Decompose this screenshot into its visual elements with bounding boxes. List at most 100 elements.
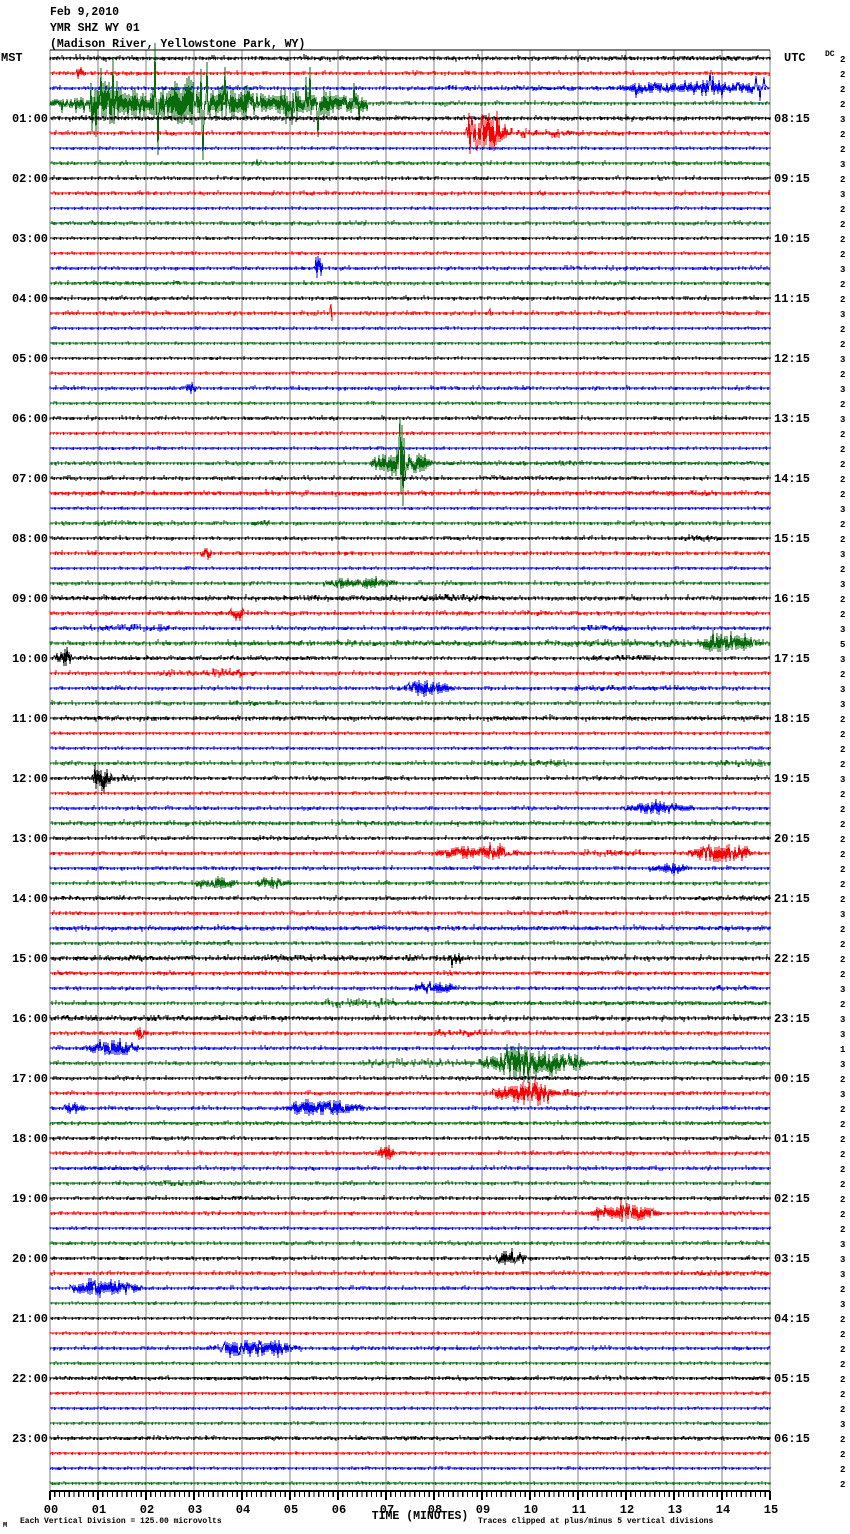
- svg-text:2: 2: [840, 475, 845, 485]
- svg-text:2: 2: [840, 745, 845, 755]
- svg-text:TIME (MINUTES): TIME (MINUTES): [372, 1510, 469, 1523]
- svg-text:2: 2: [840, 370, 845, 380]
- svg-text:10:00: 10:00: [12, 652, 48, 666]
- svg-text:UTC: UTC: [784, 51, 806, 65]
- svg-text:3: 3: [840, 550, 845, 560]
- svg-text:13:15: 13:15: [774, 412, 810, 426]
- svg-text:2: 2: [840, 760, 845, 770]
- svg-text:09: 09: [476, 1503, 490, 1517]
- svg-text:2: 2: [840, 1465, 845, 1475]
- svg-text:05:00: 05:00: [12, 352, 48, 366]
- svg-text:2: 2: [840, 1180, 845, 1190]
- svg-text:3: 3: [840, 910, 845, 920]
- svg-text:2: 2: [840, 715, 845, 725]
- svg-text:03: 03: [188, 1503, 202, 1517]
- svg-text:2: 2: [840, 880, 845, 890]
- svg-text:09:00: 09:00: [12, 592, 48, 606]
- svg-text:2: 2: [840, 1360, 845, 1370]
- svg-text:2: 2: [840, 1375, 845, 1385]
- svg-text:3: 3: [840, 1030, 845, 1040]
- svg-text:M: M: [3, 1522, 7, 1530]
- svg-text:22:00: 22:00: [12, 1372, 48, 1386]
- svg-text:05:15: 05:15: [774, 1372, 810, 1386]
- svg-text:2: 2: [840, 1195, 845, 1205]
- svg-text:2: 2: [840, 490, 845, 500]
- svg-text:00: 00: [44, 1503, 58, 1517]
- svg-text:08: 08: [428, 1503, 442, 1517]
- svg-text:15: 15: [764, 1503, 778, 1517]
- svg-text:3: 3: [840, 505, 845, 515]
- svg-text:2: 2: [840, 325, 845, 335]
- svg-text:15:15: 15:15: [774, 532, 810, 546]
- svg-text:2: 2: [840, 145, 845, 155]
- svg-text:3: 3: [840, 385, 845, 395]
- svg-text:3: 3: [840, 160, 845, 170]
- svg-text:3: 3: [840, 115, 845, 125]
- svg-text:2: 2: [840, 100, 845, 110]
- svg-text:2: 2: [840, 595, 845, 605]
- svg-text:3: 3: [840, 415, 845, 425]
- svg-text:20:15: 20:15: [774, 832, 810, 846]
- svg-text:04: 04: [236, 1503, 250, 1517]
- svg-text:2: 2: [840, 790, 845, 800]
- svg-text:2: 2: [840, 1390, 845, 1400]
- svg-text:3: 3: [840, 685, 845, 695]
- svg-text:07: 07: [380, 1503, 394, 1517]
- svg-text:5: 5: [840, 640, 845, 650]
- svg-text:13: 13: [668, 1503, 682, 1517]
- svg-text:12:00: 12:00: [12, 772, 48, 786]
- svg-text:3: 3: [840, 700, 845, 710]
- svg-text:16:15: 16:15: [774, 592, 810, 606]
- svg-text:16:00: 16:00: [12, 1012, 48, 1026]
- svg-text:2: 2: [840, 1120, 845, 1130]
- svg-text:2: 2: [840, 970, 845, 980]
- svg-text:3: 3: [840, 1420, 845, 1430]
- svg-text:01:15: 01:15: [774, 1132, 810, 1146]
- svg-text:2: 2: [840, 1315, 845, 1325]
- svg-text:01:00: 01:00: [12, 112, 48, 126]
- svg-text:2: 2: [840, 445, 845, 455]
- svg-text:2: 2: [840, 805, 845, 815]
- svg-text:05: 05: [284, 1503, 298, 1517]
- svg-text:3: 3: [840, 1270, 845, 1280]
- svg-text:00:15: 00:15: [774, 1072, 810, 1086]
- svg-text:14:00: 14:00: [12, 892, 48, 906]
- svg-text:3: 3: [840, 1240, 845, 1250]
- svg-text:MST: MST: [1, 51, 23, 65]
- svg-text:20:00: 20:00: [12, 1252, 48, 1266]
- svg-text:Each Vertical Division = 125.: Each Vertical Division = 125.00 microvol…: [20, 1517, 222, 1526]
- svg-text:3: 3: [840, 310, 845, 320]
- svg-text:2: 2: [840, 610, 845, 620]
- svg-text:3: 3: [840, 355, 845, 365]
- svg-text:2: 2: [840, 955, 845, 965]
- svg-text:11:15: 11:15: [774, 292, 810, 306]
- svg-text:04:15: 04:15: [774, 1312, 810, 1326]
- svg-text:2: 2: [840, 280, 845, 290]
- svg-text:3: 3: [840, 1255, 845, 1265]
- svg-text:03:00: 03:00: [12, 232, 48, 246]
- svg-text:3: 3: [840, 625, 845, 635]
- svg-text:3: 3: [840, 1090, 845, 1100]
- svg-text:2: 2: [840, 850, 845, 860]
- svg-text:2: 2: [840, 820, 845, 830]
- svg-text:(Madison River, Yellowstone Pa: (Madison River, Yellowstone Park, WY): [50, 38, 305, 51]
- svg-text:04:00: 04:00: [12, 292, 48, 306]
- svg-text:2: 2: [840, 175, 845, 185]
- svg-text:02:15: 02:15: [774, 1192, 810, 1206]
- svg-text:17:15: 17:15: [774, 652, 810, 666]
- svg-text:11:00: 11:00: [12, 712, 48, 726]
- svg-text:3: 3: [840, 985, 845, 995]
- svg-text:01: 01: [92, 1503, 106, 1517]
- svg-text:18:00: 18:00: [12, 1132, 48, 1146]
- svg-text:2: 2: [840, 250, 845, 260]
- svg-text:2: 2: [840, 1330, 845, 1340]
- svg-text:08:15: 08:15: [774, 112, 810, 126]
- svg-text:2: 2: [840, 220, 845, 230]
- svg-text:3: 3: [840, 580, 845, 590]
- svg-text:2: 2: [840, 295, 845, 305]
- svg-text:2: 2: [840, 565, 845, 575]
- svg-text:2: 2: [840, 835, 845, 845]
- svg-text:06:00: 06:00: [12, 412, 48, 426]
- svg-text:18:15: 18:15: [774, 712, 810, 726]
- svg-text:12: 12: [620, 1503, 634, 1517]
